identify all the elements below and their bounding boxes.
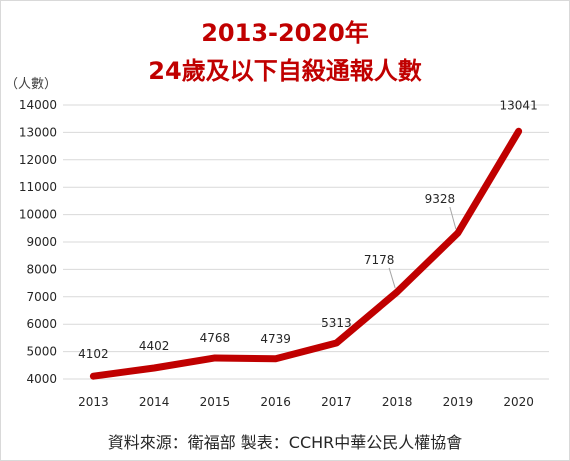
x-tick-label: 2013 — [78, 395, 109, 409]
y-tick-label: 11000 — [19, 180, 57, 194]
data-label-leader — [449, 206, 457, 230]
x-tick-label: 2017 — [321, 395, 352, 409]
data-label-leader — [388, 267, 396, 289]
series-line — [89, 127, 523, 380]
data-label: 13041 — [500, 98, 538, 112]
data-label: 4102 — [78, 347, 109, 361]
x-tick-label: 2015 — [200, 395, 231, 409]
y-tick-label: 8000 — [26, 262, 57, 276]
y-tick-label: 10000 — [19, 208, 57, 222]
data-labels: 4102 4402 4768 4739 5313 7178 9328 13041 — [78, 98, 538, 361]
source-note: 資料來源：衛福部 製表：CCHR中華公民人權協會 — [107, 433, 463, 452]
data-label-leaders — [388, 206, 457, 289]
chart-subtitle: 24歲及以下自殺通報人數 — [148, 57, 422, 85]
series-line-path — [89, 127, 523, 380]
x-tick-label: 2019 — [443, 395, 474, 409]
y-tick-label: 9000 — [26, 235, 57, 249]
chart-title: 2013-2020年 — [201, 19, 369, 47]
y-tick-label: 14000 — [19, 98, 57, 112]
data-label: 4739 — [260, 332, 291, 346]
y-tick-label: 5000 — [26, 345, 57, 359]
data-label: 5313 — [321, 316, 352, 330]
data-label: 4768 — [200, 331, 231, 345]
data-label: 9328 — [425, 192, 456, 206]
x-tick-label: 2020 — [503, 395, 534, 409]
x-tick-label: 2016 — [260, 395, 291, 409]
y-tick-label: 6000 — [26, 317, 57, 331]
data-label: 4402 — [139, 339, 170, 353]
x-axis-ticks: 2013 2014 2015 2016 2017 2018 2019 2020 — [78, 395, 534, 409]
x-tick-label: 2014 — [139, 395, 170, 409]
y-tick-label: 7000 — [26, 290, 57, 304]
y-tick-label: 4000 — [26, 372, 57, 386]
data-label: 7178 — [364, 253, 395, 267]
y-axis-ticks: 4000 5000 6000 7000 8000 9000 10000 11000 12000 1… — [19, 98, 57, 386]
y-tick-label: 13000 — [19, 125, 57, 139]
y-tick-label: 12000 — [19, 153, 57, 167]
gridlines — [63, 104, 549, 380]
x-tick-label: 2018 — [382, 395, 413, 409]
y-axis-unit-label: （人數） — [5, 77, 58, 92]
